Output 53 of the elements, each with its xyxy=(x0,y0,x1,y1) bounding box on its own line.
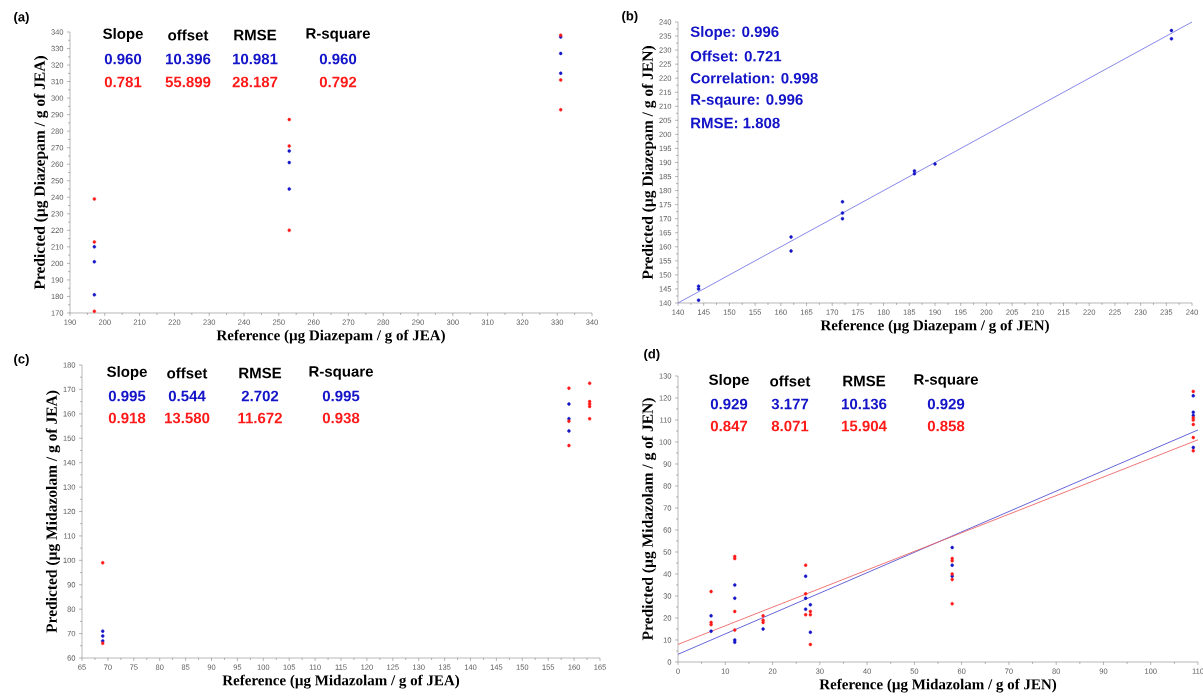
annotation: 0.995 xyxy=(322,390,360,402)
annotation: 0.995 xyxy=(108,390,146,402)
annotation: 8.071 xyxy=(771,420,809,432)
annotation: 15.904 xyxy=(842,420,887,432)
annotation: 0.938 xyxy=(322,412,360,424)
annotation: R-square xyxy=(309,366,373,380)
x-axis-title: Reference (µg Midazolam / g of JEA) xyxy=(222,674,460,689)
annotation: 13.580 xyxy=(165,412,210,424)
chart-title: (d) xyxy=(644,348,660,362)
annotation: 0.960 xyxy=(319,53,357,65)
annotation: RMSE: 1.808 xyxy=(691,117,780,129)
annotation: 0.544 xyxy=(168,390,206,402)
annotation: Correlation: 0.998 xyxy=(690,72,818,84)
x-axis-title: Reference (µg Diazepam / g of JEN) xyxy=(820,319,1049,334)
annotation: offset xyxy=(167,367,208,379)
annotation: 0.847 xyxy=(710,420,748,432)
annotation: RMSE xyxy=(239,367,282,379)
annotation: offset xyxy=(168,29,209,41)
annotation: 10.396 xyxy=(166,53,211,65)
annotation: 0.960 xyxy=(104,53,142,65)
annotation: R-square xyxy=(914,374,978,388)
y-axis-title: Predicted (µg Midazolam / g of JEN) xyxy=(641,398,657,641)
annotation: RMSE xyxy=(843,375,886,387)
annotation: Offset: 0.721 xyxy=(690,50,782,62)
annotation: Slope: 0.996 xyxy=(690,25,779,40)
y-axis-title: Predicted (µg Midazolam / g of JEA) xyxy=(45,390,61,633)
x-axis-title: Reference (µg Midazolam / g of JEN) xyxy=(819,678,1057,693)
annotation: 10.136 xyxy=(842,398,887,410)
annotation: 28.187 xyxy=(232,76,278,88)
annotation: R-sqaure: 0.996 xyxy=(691,94,803,108)
annotation: RMSE xyxy=(234,29,277,41)
chart-title: (a) xyxy=(14,11,29,25)
annotation: Slope xyxy=(709,374,749,388)
annotation: 0.918 xyxy=(108,412,146,424)
annotation: 11.672 xyxy=(238,412,282,424)
y-axis-title: Predicted (µg Diazepam / g of JEA) xyxy=(33,56,49,290)
annotation: Slope xyxy=(103,27,143,42)
chart-title: (c) xyxy=(14,353,29,367)
annotation: R-square xyxy=(306,28,370,42)
annotation: offset xyxy=(770,375,811,387)
annotation: Slope xyxy=(107,366,147,380)
annotation: 0.929 xyxy=(710,398,748,410)
x-axis-title: Reference (µg Diazepam / g of JEA) xyxy=(216,329,445,344)
annotation: 0.929 xyxy=(927,398,965,410)
annotation: 10.981 xyxy=(233,53,278,65)
chart-title: (b) xyxy=(622,10,638,24)
annotation: 0.792 xyxy=(319,76,357,88)
annotation: 0.781 xyxy=(104,76,142,88)
annotation: 2.702 xyxy=(241,390,279,402)
annotation: 3.177 xyxy=(771,398,809,410)
annotation: 0.858 xyxy=(927,420,965,432)
y-axis-title: Predicted (µg Diazepam / g of JEN) xyxy=(641,46,657,280)
annotation: 55.899 xyxy=(165,76,211,88)
